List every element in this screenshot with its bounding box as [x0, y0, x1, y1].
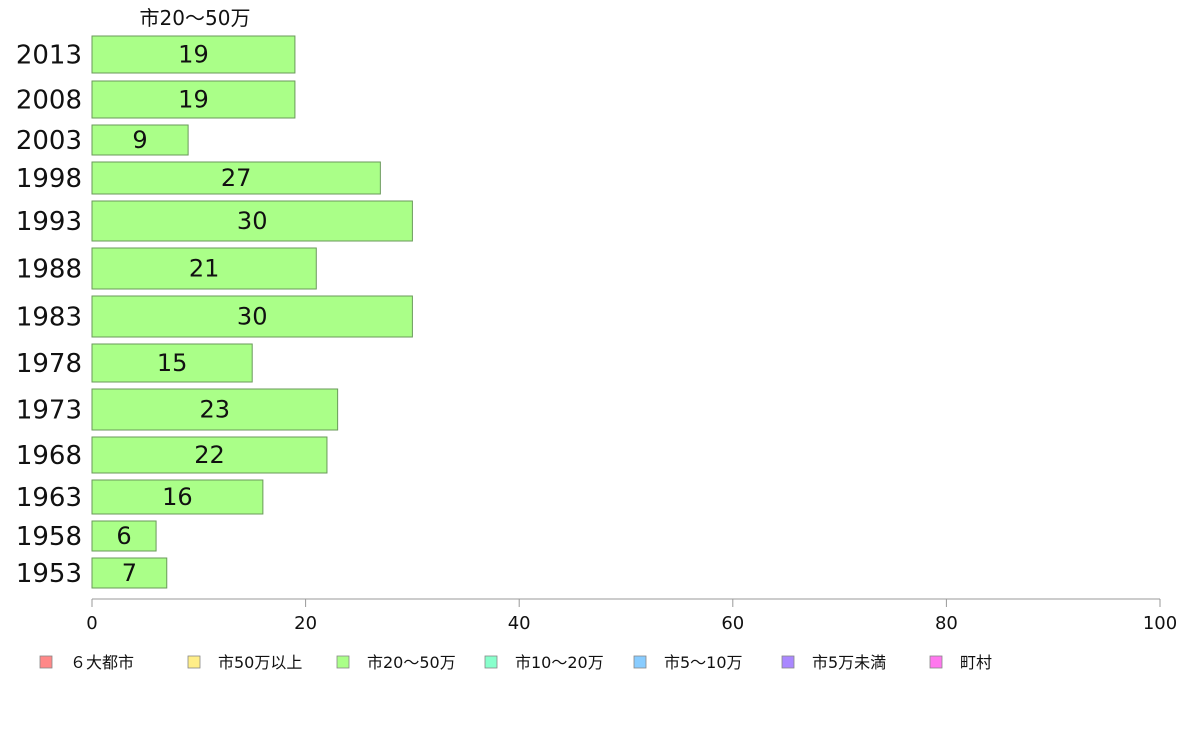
category-label: 1953	[16, 559, 82, 589]
category-label: 1958	[16, 522, 82, 552]
legend-swatch	[781, 655, 795, 669]
bar	[91, 388, 339, 431]
category-label: 1973	[16, 396, 82, 426]
bar	[91, 295, 413, 338]
bar	[91, 436, 328, 474]
data-label: 6	[116, 522, 131, 550]
x-tick-label: 60	[721, 613, 744, 634]
bar	[91, 479, 264, 515]
category-label: 2008	[16, 86, 82, 116]
data-label: 22	[194, 441, 225, 469]
legend-swatch	[633, 655, 647, 669]
bar	[91, 161, 381, 195]
category-label: 1968	[16, 441, 82, 471]
data-label: 15	[157, 349, 188, 377]
bar	[91, 343, 253, 383]
legend-swatch	[39, 655, 53, 669]
bar	[91, 247, 317, 290]
data-label: 30	[237, 303, 268, 331]
category-label: 1993	[16, 207, 82, 237]
data-label: 7	[122, 559, 137, 587]
data-label: 23	[200, 396, 231, 424]
legend-swatch	[484, 655, 498, 669]
x-tick-label: 100	[1143, 613, 1177, 634]
legend-label: 市20〜50万	[367, 653, 456, 672]
category-label: 1963	[16, 483, 82, 513]
bar	[91, 520, 157, 552]
legend-label: 市50万以上	[218, 653, 302, 672]
legend-label: 市5〜10万	[664, 653, 743, 672]
data-label: 16	[162, 483, 193, 511]
bar	[91, 124, 189, 156]
data-label: 27	[221, 164, 252, 192]
category-label: 1988	[16, 255, 82, 285]
bar	[91, 35, 296, 74]
legend-label: 市5万未満	[812, 653, 886, 672]
legend-label: 市10〜20万	[515, 653, 604, 672]
category-label: 2003	[16, 126, 82, 156]
category-label: 1978	[16, 349, 82, 379]
legend-label: ６大都市	[70, 653, 134, 672]
bars-layer: 2013 19 2008 19 2003 9 1998 27 1993 30 1988 21 1983 3…	[16, 35, 413, 589]
legend: ６大都市 市50万以上 市20〜50万 市10〜20万 市5〜10万 市5万未満 町村	[39, 653, 992, 672]
x-axis: 0 20 40 60 80 100	[86, 598, 1177, 634]
category-label: 2013	[16, 41, 82, 71]
x-tick-label: 0	[86, 613, 97, 634]
legend-swatch	[929, 655, 943, 669]
data-label: 9	[132, 126, 147, 154]
data-label: 21	[189, 255, 220, 283]
bar	[91, 557, 168, 589]
x-tick-label: 40	[508, 613, 531, 634]
column-title: 市20〜50万	[140, 6, 251, 30]
legend-label: 町村	[960, 653, 992, 672]
data-label: 19	[178, 41, 209, 69]
legend-swatch	[336, 655, 350, 669]
bar	[91, 80, 296, 119]
data-label: 19	[178, 86, 209, 114]
x-tick-label: 20	[294, 613, 317, 634]
category-label: 1998	[16, 164, 82, 194]
x-tick-label: 80	[935, 613, 958, 634]
bar	[91, 200, 413, 242]
data-label: 30	[237, 207, 268, 235]
legend-swatch	[187, 655, 201, 669]
category-label: 1983	[16, 303, 82, 333]
